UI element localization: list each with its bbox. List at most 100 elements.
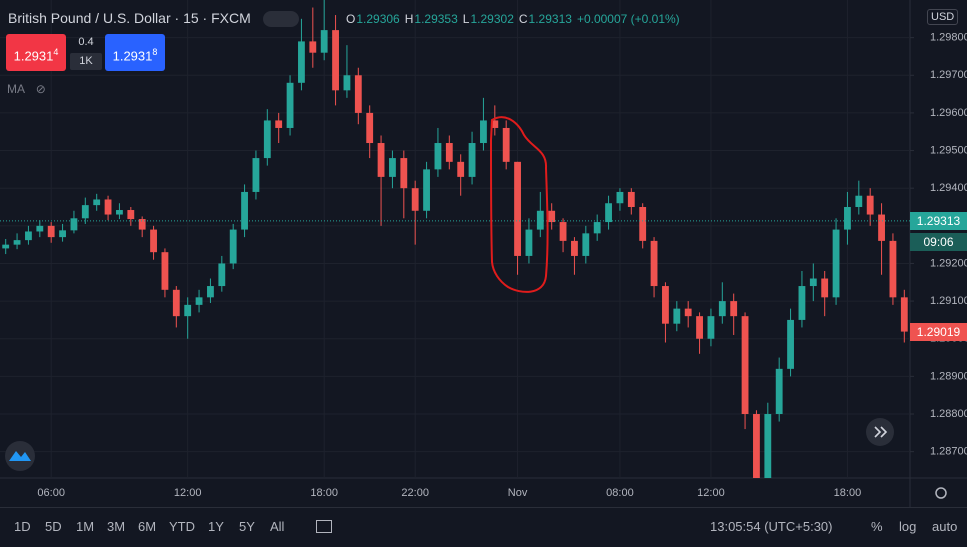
ohlc-item: 1.29353: [414, 12, 458, 26]
candle-body: [696, 316, 703, 339]
candle-body: [275, 120, 283, 128]
candle-body: [730, 301, 738, 317]
x-tick-label: 06:00: [37, 487, 65, 499]
sell-button[interactable]: 1.29314: [6, 34, 66, 71]
candle-body: [605, 203, 612, 223]
candle-body: [491, 120, 499, 128]
candle-body: [47, 225, 55, 238]
chart: 1.29800 1.29700 1.29600 1.29500 1.29400 1.293…: [0, 0, 967, 507]
candle-body: [525, 229, 533, 256]
candle-body: [161, 252, 169, 290]
candle-body: [582, 233, 590, 256]
candle-body: [821, 278, 829, 298]
candle-body: [25, 231, 32, 241]
range-button[interactable]: All: [270, 519, 285, 534]
candle-body: [218, 263, 226, 287]
y-tick-label: 1.28900: [930, 370, 967, 382]
candle-body: [354, 75, 362, 113]
clock[interactable]: 13:05:54 (UTC+5:30): [710, 519, 833, 534]
candle-body: [343, 75, 351, 91]
range-button[interactable]: 5D: [45, 519, 62, 534]
candle-body: [571, 240, 578, 256]
candle-body: [366, 112, 374, 144]
candle-body: [639, 207, 647, 241]
range-button[interactable]: 5Y: [239, 519, 255, 534]
x-tick-label: 12:00: [174, 487, 202, 499]
indicator[interactable]: MA ⊘: [7, 82, 46, 96]
y-tick-label: 1.29200: [930, 257, 967, 269]
candle-body: [627, 191, 635, 208]
candle-body: [457, 161, 465, 177]
candle-body: [514, 161, 521, 256]
candle-body: [411, 188, 419, 211]
ask: 1.2931: [112, 48, 153, 64]
candle-body: [93, 199, 101, 206]
close-price-label: 1.29019: [910, 322, 967, 341]
candle-body: [548, 210, 556, 223]
candle-body: [866, 195, 874, 215]
candle-body: [593, 222, 601, 234]
spread: 0.4: [78, 36, 94, 48]
scale-option[interactable]: %: [871, 519, 883, 534]
symbol-header: British Pound / U.S. Dollar · 15 · FXCM: [8, 10, 299, 28]
buy-button[interactable]: 1.29318: [105, 34, 165, 71]
range-button[interactable]: 1Y: [208, 519, 224, 534]
range-button[interactable]: 3M: [107, 519, 126, 534]
candle-body: [229, 229, 237, 264]
candle-body: [81, 205, 89, 219]
candle-body: [536, 210, 544, 230]
countdown-label: 09:06: [910, 232, 967, 251]
settings-icon[interactable]: [935, 487, 947, 499]
bid: 1.2931: [13, 48, 54, 64]
candle-body: [150, 229, 157, 253]
quantity[interactable]: 1K: [70, 53, 102, 70]
bottom-toolbar: 1D 5D 1M 3M 6M YTD 1Y 5Y All 13:05:54 (UTC+5:30)%…: [0, 507, 967, 547]
candle-body: [184, 304, 192, 317]
candle-body: [468, 143, 476, 177]
range-button[interactable]: 1M: [76, 519, 95, 534]
candle-body: [718, 301, 726, 317]
candle-body: [787, 319, 794, 369]
candle-body: [445, 143, 453, 162]
y-tick-label: 1.29100: [930, 295, 967, 307]
candle-body: [298, 41, 305, 83]
scale-option[interactable]: auto: [932, 519, 958, 534]
candle-body: [389, 158, 396, 177]
ohlc-item: O: [346, 12, 356, 26]
logo-icon: [9, 451, 31, 461]
candle-body: [286, 82, 294, 128]
ohlc-item: +0.00007 (+0.01%): [576, 12, 680, 26]
candle-body: [684, 308, 692, 317]
candle-body: [377, 143, 385, 177]
y-tick-label: 1.28700: [930, 446, 967, 458]
candle-body: [434, 143, 442, 170]
candle-body: [741, 316, 749, 415]
candle-body: [889, 240, 897, 298]
indicator-name: MA: [7, 82, 25, 96]
range-button[interactable]: 6M: [138, 519, 157, 534]
candle-body: [195, 297, 203, 305]
candle-body: [662, 286, 669, 324]
candle-body: [116, 210, 123, 215]
candle-body: [127, 210, 135, 220]
date-range-icon[interactable]: [316, 520, 332, 533]
range-button[interactable]: YTD: [169, 519, 195, 534]
x-tick-label: 08:00: [606, 487, 634, 499]
annotation-outline: [489, 116, 549, 293]
candle-body: [59, 230, 66, 238]
currency[interactable]: USD: [927, 9, 959, 25]
y-tick-label: 1.29800: [930, 32, 967, 44]
candle-body: [104, 199, 112, 215]
y-tick-label: 1.29400: [930, 182, 967, 194]
candle-body: [707, 316, 715, 339]
ohlc-item: 1.29313: [528, 12, 572, 26]
candle-body: [844, 207, 851, 230]
candle-body: [320, 30, 328, 53]
scale-option[interactable]: log: [899, 519, 917, 534]
candle-body: [502, 127, 510, 162]
ohlc-item: H: [404, 12, 414, 26]
range-button[interactable]: 1D: [14, 519, 31, 534]
y-tick-label: 1.29700: [930, 69, 967, 81]
y-tick-label: 1.29600: [930, 107, 967, 119]
